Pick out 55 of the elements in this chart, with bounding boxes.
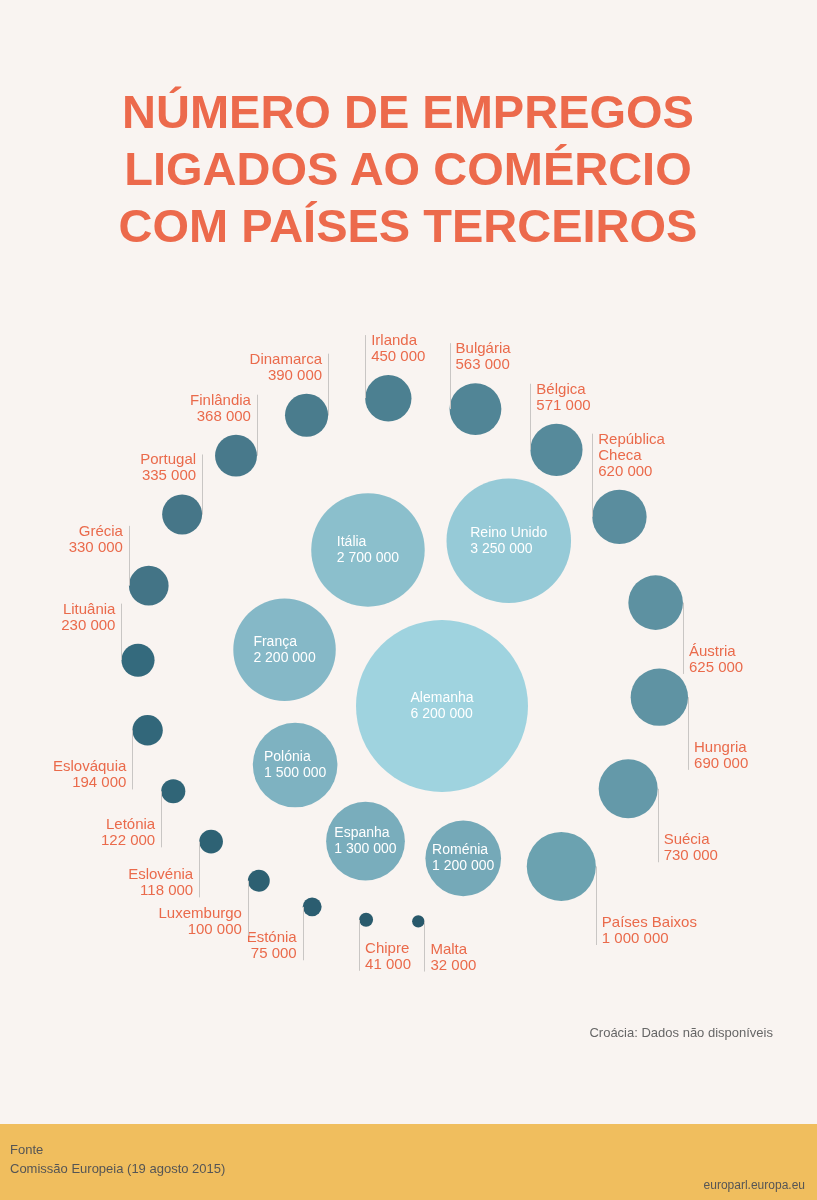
category-label: Irlanda bbox=[371, 331, 418, 349]
category-label: Eslovénia bbox=[128, 865, 194, 883]
text: Comissão Europeia (19 agosto 2015) bbox=[10, 1161, 226, 1176]
category-label: Roménia bbox=[432, 841, 489, 858]
category-label: Lituânia bbox=[62, 599, 117, 617]
category-label: Alemanha bbox=[410, 689, 474, 705]
data-label: 1 000 000 bbox=[601, 929, 669, 946]
data-label: 450 000 bbox=[371, 347, 426, 365]
category-label: Estónia bbox=[246, 928, 298, 946]
data-label: 730 000 bbox=[663, 846, 718, 864]
data-label: 1 200 000 bbox=[432, 857, 495, 874]
data-label: 390 000 bbox=[267, 365, 323, 383]
category-label: Itália bbox=[336, 532, 367, 549]
category-label: República Checa bbox=[598, 429, 666, 463]
category-label: Países Baixos bbox=[601, 913, 697, 930]
category-label: Bulgária bbox=[455, 339, 512, 357]
category-label: Bélgica bbox=[536, 379, 587, 397]
category-label: Chipre bbox=[365, 938, 410, 956]
data-label: 32 000 bbox=[430, 955, 477, 973]
category-label: Espanha bbox=[334, 824, 390, 841]
category-label: Finlândia bbox=[190, 390, 252, 408]
category-label: França bbox=[253, 632, 298, 649]
category-label: Suécia bbox=[663, 830, 711, 848]
data-label: 6 200 000 bbox=[410, 705, 473, 721]
category-label: Dinamarca bbox=[249, 349, 323, 367]
data-label: 122 000 bbox=[100, 831, 156, 849]
data-label: 563 000 bbox=[455, 355, 510, 373]
data-label: 75 000 bbox=[250, 944, 297, 962]
data-label: 2 700 000 bbox=[336, 548, 400, 565]
category-label: Hungria bbox=[694, 737, 748, 755]
category-label: Áustria bbox=[688, 641, 737, 659]
text: Fonte bbox=[10, 1142, 44, 1157]
category-label: Letónia bbox=[105, 815, 156, 833]
data-label: 330 000 bbox=[68, 537, 123, 555]
data-label: 625 000 bbox=[688, 657, 744, 675]
text: europarl.europa.eu bbox=[703, 1178, 805, 1192]
text: NÚMERO DE EMPREGOS LIGADOS AO COMÉRCIO COM PAÍSES TERCEIROS bbox=[117, 84, 699, 254]
data-label: 2 200 000 bbox=[253, 648, 316, 665]
category-label: Reino Unido bbox=[470, 523, 548, 540]
category-label: Eslováquia bbox=[52, 757, 128, 775]
data-label: 1 500 000 bbox=[263, 764, 327, 781]
data-label: 368 000 bbox=[196, 406, 251, 424]
category-label: Polónia bbox=[263, 748, 311, 765]
category-label: Luxemburgo bbox=[158, 903, 242, 921]
category-label: Grécia bbox=[78, 521, 124, 539]
data-label: 1 300 000 bbox=[334, 840, 397, 857]
category-label: Portugal bbox=[140, 450, 197, 468]
category-label: Malta bbox=[430, 939, 468, 957]
data-label: 194 000 bbox=[72, 773, 127, 791]
text: Croácia: Dados não disponíveis bbox=[589, 1025, 773, 1040]
data-label: 3 250 000 bbox=[470, 539, 533, 556]
data-label: 230 000 bbox=[61, 615, 116, 633]
data-label: 118 000 bbox=[140, 881, 194, 899]
data-label: 620 000 bbox=[598, 461, 653, 479]
data-label: 335 000 bbox=[141, 466, 197, 484]
